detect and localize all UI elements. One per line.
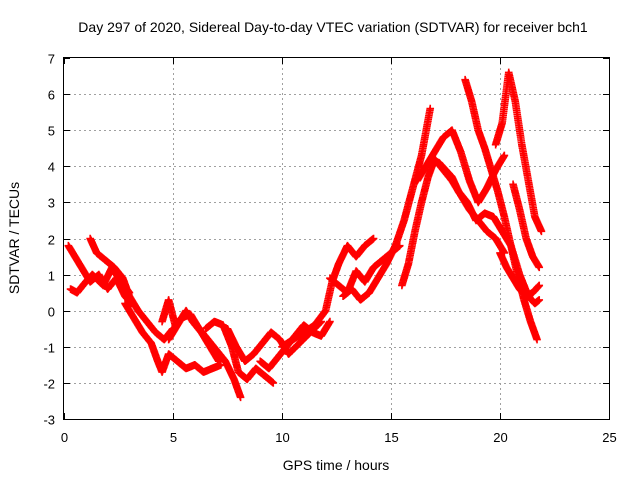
y-axis-label: SDTVAR / TECUs bbox=[6, 182, 22, 294]
y-tick-label: 1 bbox=[48, 269, 55, 284]
x-tick-label: 25 bbox=[602, 430, 616, 445]
y-tick-label: 7 bbox=[48, 52, 55, 67]
series-sat-trace-17 bbox=[491, 68, 546, 236]
y-tick-label: 6 bbox=[48, 88, 55, 103]
y-tick-label: 3 bbox=[48, 196, 55, 211]
y-tick-label: -3 bbox=[43, 413, 55, 428]
data-point bbox=[369, 234, 378, 243]
data-point bbox=[269, 379, 278, 387]
data-point bbox=[533, 335, 541, 344]
data-point bbox=[537, 227, 546, 236]
y-tick-label: 4 bbox=[48, 160, 55, 175]
data-point bbox=[535, 263, 544, 272]
data-point bbox=[326, 317, 334, 326]
y-tick-label: 0 bbox=[48, 305, 55, 320]
x-tick-label: 15 bbox=[384, 430, 398, 445]
data-point bbox=[214, 357, 223, 366]
series-sat-trace-6 bbox=[164, 306, 223, 366]
chart-title: Day 297 of 2020, Sidereal Day-to-day VTE… bbox=[78, 19, 588, 35]
data-point bbox=[535, 296, 544, 304]
y-tick-label: 5 bbox=[48, 124, 55, 139]
series-sat-trace-19 bbox=[496, 249, 544, 301]
data-point bbox=[426, 104, 435, 113]
x-tick-label: 20 bbox=[493, 430, 507, 445]
data-point bbox=[500, 151, 509, 160]
axis-ticks: 0 5 10 15 20 25 -3 -2 -1 0 1 2 3 4 5 6 7 bbox=[43, 52, 616, 446]
plot-frame bbox=[63, 57, 610, 420]
data-point bbox=[236, 393, 245, 402]
series-sat-trace-3 bbox=[86, 234, 177, 344]
series-sat-trace-4 bbox=[121, 299, 225, 376]
series-sat-trace-18 bbox=[509, 180, 544, 272]
x-tick-label: 5 bbox=[170, 430, 177, 445]
y-tick-label: -1 bbox=[43, 341, 55, 356]
y-tick-label: -2 bbox=[43, 377, 55, 392]
data-points bbox=[64, 68, 546, 402]
data-point bbox=[535, 281, 544, 290]
x-tick-label: 0 bbox=[61, 430, 68, 445]
series-sat-trace-12 bbox=[339, 104, 435, 304]
y-tick-label: 2 bbox=[48, 233, 55, 248]
series-sat-trace-10 bbox=[278, 234, 378, 351]
x-axis-label: GPS time / hours bbox=[283, 457, 390, 473]
x-tick-label: 10 bbox=[275, 430, 289, 445]
grid bbox=[64, 58, 609, 419]
